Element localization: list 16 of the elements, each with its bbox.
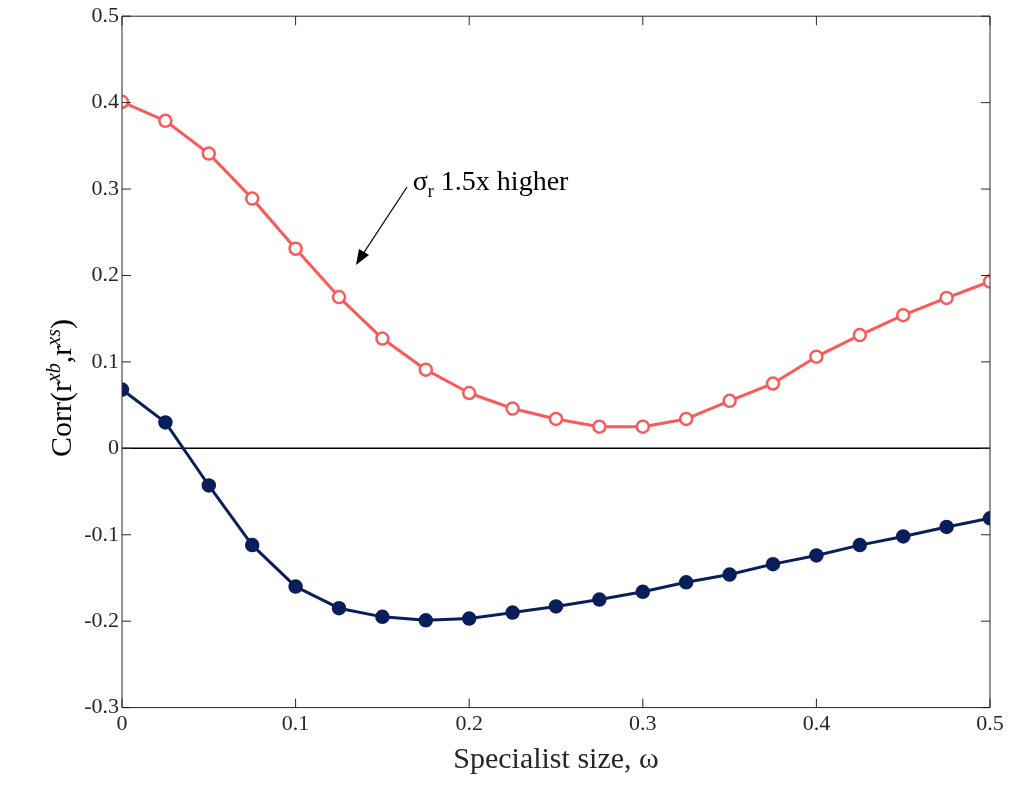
x-tick-label: 0.2	[455, 709, 483, 735]
y-tick-label: 0.1	[91, 347, 119, 373]
y-tick-label: 0.4	[91, 88, 119, 114]
y-tick-label: 0.5	[91, 1, 119, 27]
y-tick-label: 0	[108, 434, 119, 460]
x-tick-label: 0.4	[802, 709, 831, 735]
y-tick-label: 0.2	[91, 261, 119, 287]
annotation: σ$_{r}$ 1.5x higher	[412, 164, 569, 202]
x-axis-title: Specialist size, ω	[453, 740, 659, 774]
y-tick-label: 0.3	[91, 174, 119, 200]
x-tick-label: 0.3	[629, 709, 657, 735]
y-tick-label: -0.2	[84, 606, 119, 632]
y-tick-label: -0.3	[84, 693, 119, 719]
x-tick-label: 0.1	[281, 709, 310, 735]
y-tick-label: -0.1	[84, 520, 119, 546]
x-tick-label: 0.5	[976, 709, 1004, 735]
